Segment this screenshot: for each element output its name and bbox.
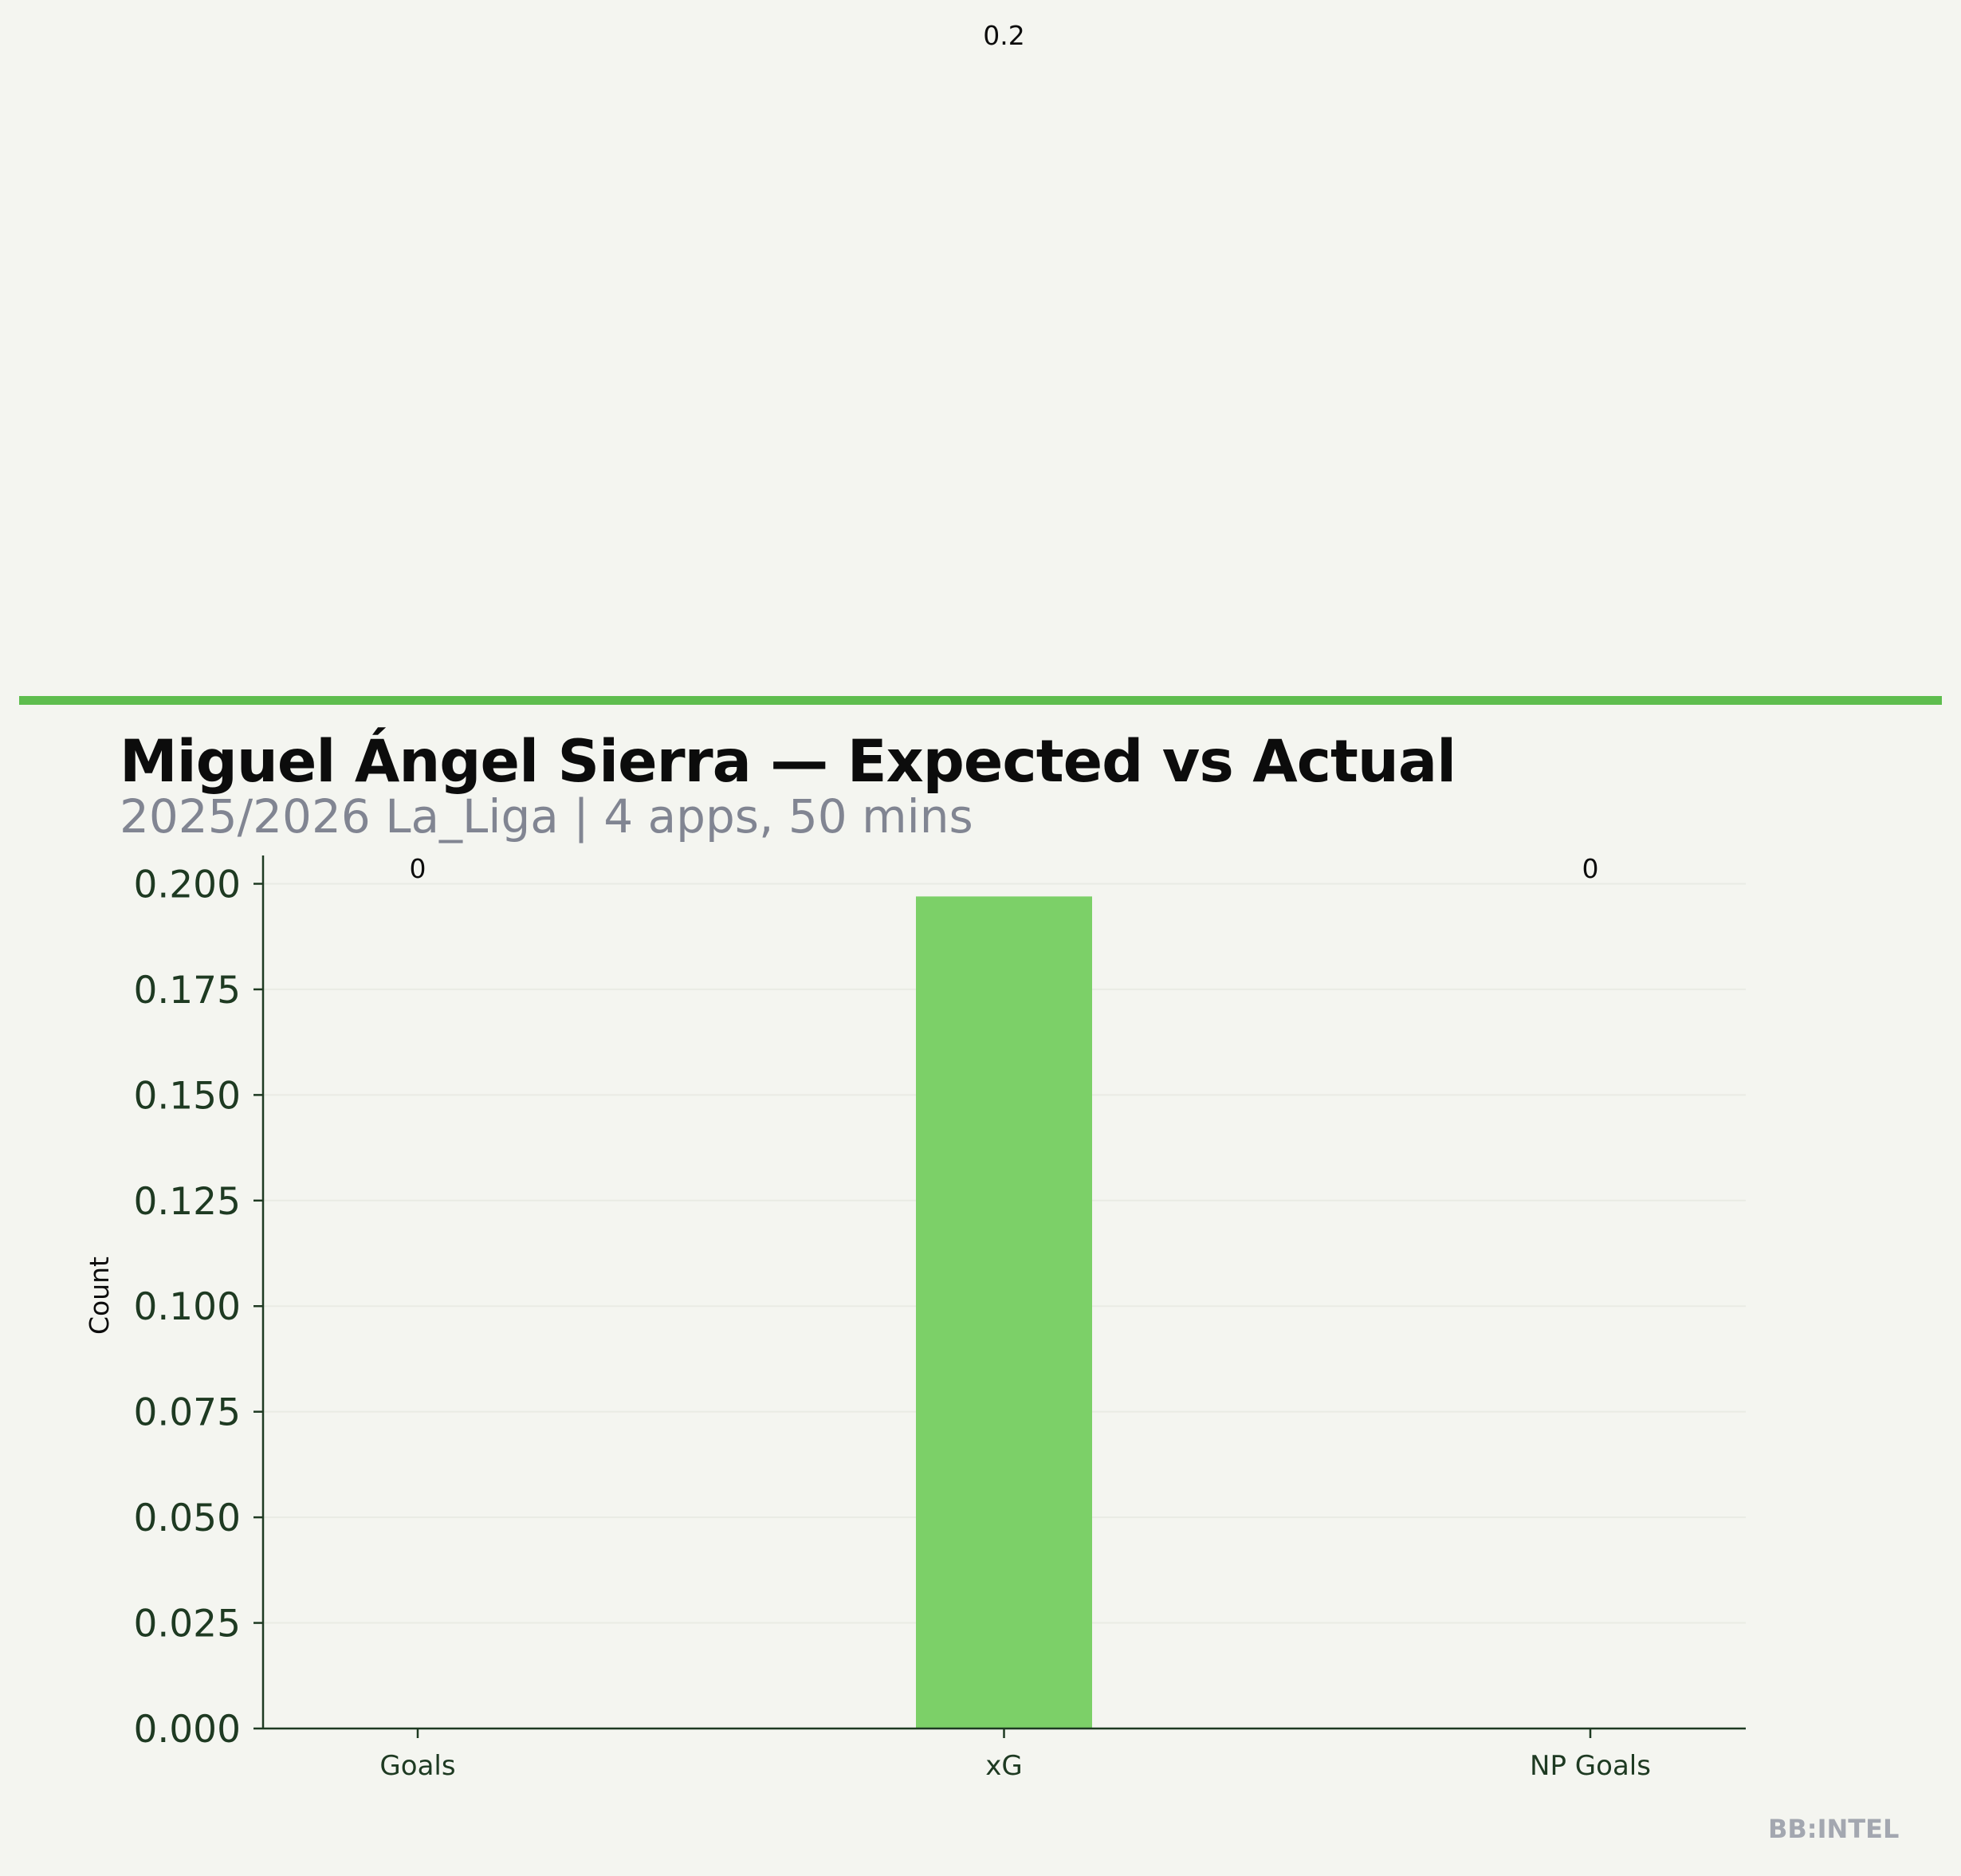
data-label: 0 (1582, 853, 1599, 884)
overflow-labels: 0.20.2 (983, 20, 1961, 51)
y-tick-label: 0.000 (133, 1708, 241, 1752)
x-tick-label: xG (985, 1750, 1022, 1782)
chart-subtitle: 2025/2026 La_Liga | 4 apps, 50 mins (120, 789, 973, 844)
data-labels: 000 (410, 853, 1961, 884)
y-tick-label: 0.025 (133, 1603, 241, 1646)
y-tick-label: 0.050 (133, 1496, 241, 1540)
y-tick-label: 0.100 (133, 1285, 241, 1329)
data-label: 0 (410, 853, 426, 884)
bar-xg (916, 896, 1092, 1729)
x-tick-label: Goals (379, 1750, 455, 1782)
y-axis-label: Count (84, 1257, 115, 1335)
y-tick-label: 0.125 (133, 1180, 241, 1224)
watermark-logo: BB:INTEL (1768, 1814, 1899, 1844)
bars (916, 896, 1961, 1729)
y-tick-label: 0.175 (133, 969, 241, 1013)
y-tick-label: 0.200 (133, 863, 241, 907)
x-tick-label: NP Goals (1530, 1750, 1651, 1782)
y-tick-label: 0.150 (133, 1074, 241, 1118)
chart-title: Miguel Ángel Sierra — Expected vs Actual (120, 728, 1456, 796)
overflow-data-label: 0.2 (983, 20, 1024, 51)
y-tick-label: 0.075 (133, 1391, 241, 1435)
accent-rule (19, 696, 1942, 705)
